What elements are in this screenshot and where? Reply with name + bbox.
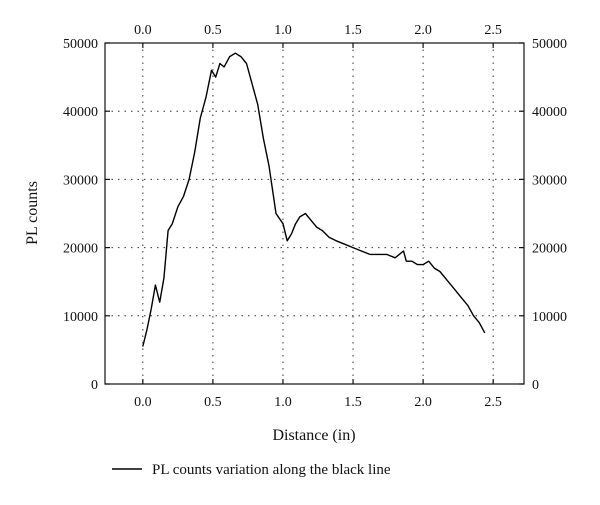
x-axis-title: Distance (in) (272, 427, 355, 444)
y-tick-label-right: 40000 (532, 105, 567, 120)
y-tick-label: 30000 (63, 173, 98, 188)
x-tick-label-top: 0.0 (134, 23, 152, 38)
y-tick-label-right: 10000 (532, 310, 567, 325)
legend-label: PL counts variation along the black line (152, 462, 391, 478)
x-tick-label: 0.0 (134, 395, 152, 410)
x-tick-label-top: 0.5 (204, 23, 222, 38)
y-tick-label: 50000 (63, 37, 98, 52)
y-tick-label-right: 50000 (532, 37, 567, 52)
x-tick-label: 1.0 (274, 395, 292, 410)
y-tick-label: 40000 (63, 105, 98, 120)
x-tick-label: 1.5 (344, 395, 362, 410)
y-tick-labels-left: 0 10000 20000 30000 40000 50000 (63, 37, 98, 393)
x-tick-label-top: 1.0 (274, 23, 292, 38)
y-tick-label-right: 0 (532, 378, 539, 393)
y-axis-title: PL counts (24, 181, 41, 245)
y-tick-label: 10000 (63, 310, 98, 325)
x-tick-label: 0.5 (204, 395, 222, 410)
y-tick-label-right: 30000 (532, 173, 567, 188)
y-tick-labels-right: 0 10000 20000 30000 40000 50000 (532, 37, 567, 393)
x-tick-labels-top: 0.0 0.5 1.0 1.5 2.0 2.5 (134, 23, 502, 38)
y-tick-label-right: 20000 (532, 242, 567, 257)
grid (105, 42, 524, 384)
series-line (142, 52, 486, 347)
ticks (105, 42, 524, 385)
x-tick-label: 2.5 (484, 395, 502, 410)
x-tick-label-top: 1.5 (344, 23, 362, 38)
y-tick-label: 0 (91, 378, 98, 393)
plot-frame (104, 42, 525, 385)
legend: PL counts variation along the black line (112, 462, 391, 478)
y-tick-label: 20000 (63, 242, 98, 257)
series-group (142, 52, 486, 347)
x-tick-label-top: 2.5 (484, 23, 502, 38)
x-tick-label: 2.0 (414, 395, 432, 410)
x-tick-label-top: 2.0 (414, 23, 432, 38)
x-tick-labels-bottom: 0.0 0.5 1.0 1.5 2.0 2.5 (134, 395, 502, 410)
